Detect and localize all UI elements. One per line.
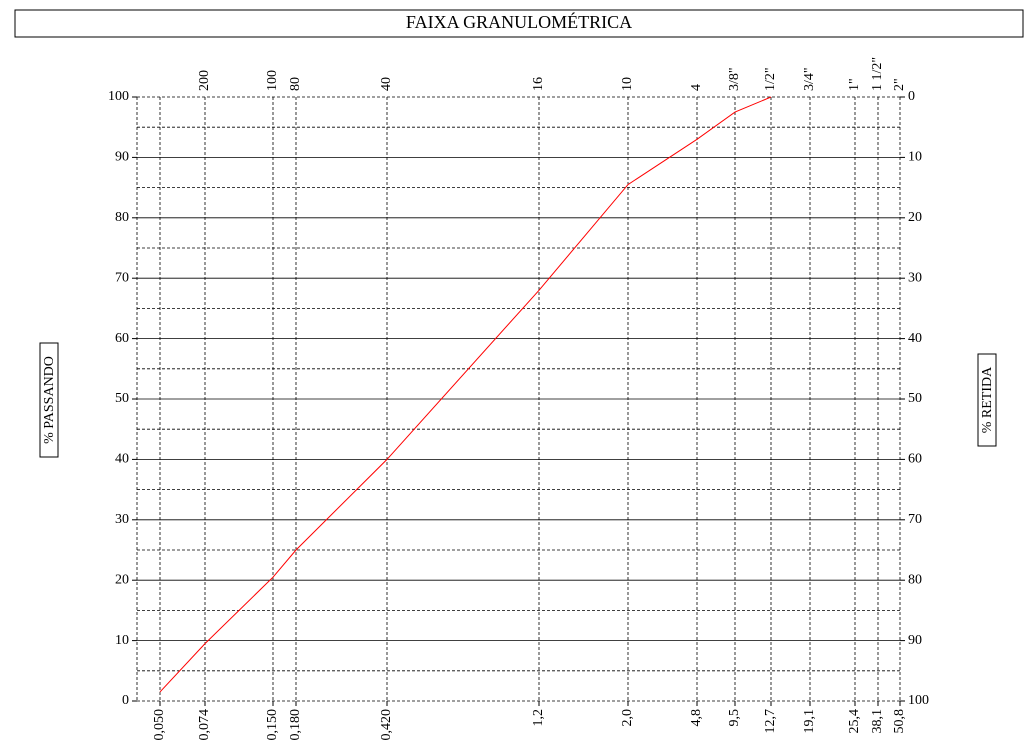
x-tick-label: 4,8	[689, 709, 704, 727]
chart-title: FAIXA GRANULOMÉTRICA	[406, 11, 632, 32]
y-tick-label: 10	[115, 633, 129, 648]
top-sieve-label: 10	[620, 77, 635, 91]
y-tick-label: 50	[115, 391, 129, 406]
y2-tick-label: 30	[908, 270, 922, 285]
x-tick-label: 38,1	[870, 709, 885, 734]
y2-tick-label: 60	[908, 452, 922, 467]
top-sieve-label: 1 1/2"	[870, 57, 885, 91]
y-tick-label: 0	[122, 693, 129, 708]
y-axis-group: % PASSANDO	[39, 342, 59, 458]
top-sieve-label: 80	[288, 77, 303, 91]
x-tick-label: 50,8	[892, 709, 907, 734]
top-sieve-label: 200	[197, 70, 212, 91]
y-tick-label: 20	[115, 572, 129, 587]
y-tick-label: 90	[115, 150, 129, 165]
y-tick-label: 70	[115, 270, 129, 285]
y2-tick-label: 80	[908, 572, 922, 587]
y2-tick-label: 0	[908, 89, 915, 104]
top-sieve-label: 40	[379, 77, 394, 91]
top-sieve-label: 1/2"	[763, 67, 778, 91]
x-tick-label: 0,180	[288, 709, 303, 741]
top-sieve-label: 3/4"	[802, 67, 817, 91]
x-tick-label: 0,074	[197, 709, 212, 741]
y-axis-label: % PASSANDO	[42, 356, 57, 444]
x-tick-label: 9,5	[727, 709, 742, 727]
top-sieve-label: 3/8"	[727, 67, 742, 91]
y-tick-label: 40	[115, 452, 129, 467]
y-tick-label: 80	[115, 210, 129, 225]
x-tick-label: 0,050	[152, 709, 167, 741]
x-tick-label: 0,150	[265, 709, 280, 741]
y2-tick-label: 100	[908, 693, 929, 708]
x-tick-label: 1,2	[531, 709, 546, 727]
x-tick-label: 2,0	[620, 709, 635, 727]
y-label-box	[39, 342, 59, 458]
x-tick-label: 12,7	[763, 709, 778, 734]
y2-tick-label: 40	[908, 331, 922, 346]
y2-tick-label: 70	[908, 512, 922, 527]
y2-tick-label: 10	[908, 150, 922, 165]
y2-tick-label: 20	[908, 210, 922, 225]
y2-tick-label: 50	[908, 391, 922, 406]
top-sieve-label: 100	[265, 70, 280, 91]
x-tick-label: 25,4	[847, 709, 862, 734]
y-tick-label: 100	[108, 89, 129, 104]
x-tick-label: 19,1	[802, 709, 817, 734]
curve	[159, 96, 772, 693]
title-box	[14, 9, 1024, 38]
top-sieve-label: 4	[689, 84, 704, 91]
x-tick-label: 0,420	[379, 709, 394, 741]
y2-label-box	[977, 353, 997, 447]
y2-axis-group: % RETIDA	[977, 353, 997, 447]
top-sieve-label: 2"	[892, 78, 907, 91]
y2-axis-label: % RETIDA	[980, 366, 995, 433]
y2-tick-label: 90	[908, 633, 922, 648]
top-sieve-label: 1"	[847, 78, 862, 91]
top-sieve-label: 16	[531, 77, 546, 91]
y-tick-label: 60	[115, 331, 129, 346]
y-tick-label: 30	[115, 512, 129, 527]
